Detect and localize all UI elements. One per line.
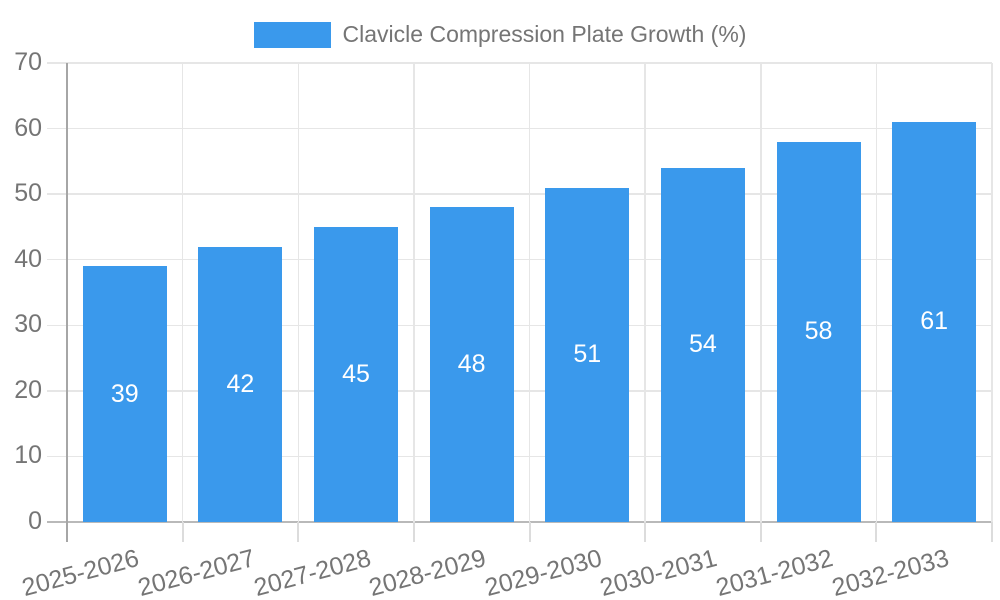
x-tick-label-text: 2025-2026 (19, 544, 143, 600)
bar-value-label: 48 (457, 350, 486, 379)
legend-label: Clavicle Compression Plate Growth (%) (342, 21, 747, 47)
h-gridline (47, 62, 992, 64)
y-tick-label: 20 (14, 375, 42, 404)
bar-value-label: 61 (920, 307, 949, 336)
bar[interactable]: 61 (892, 122, 977, 522)
y-tick-label: 70 (14, 47, 42, 76)
y-tick-label: 40 (14, 244, 42, 273)
x-tick-label-text: 2026-2027 (134, 544, 258, 600)
v-gridline (875, 63, 878, 522)
bar-value-label: 58 (804, 317, 833, 346)
v-gridline (991, 63, 993, 522)
bar-value-label: 45 (342, 359, 370, 388)
y-tick-label: 30 (14, 310, 42, 339)
bar[interactable]: 51 (545, 187, 630, 522)
y-tick-label: 60 (14, 113, 42, 142)
bar[interactable]: 48 (429, 207, 514, 522)
x-axis-tick (528, 522, 531, 542)
v-gridline (644, 63, 646, 522)
x-axis-tick (297, 522, 300, 542)
h-gridline (47, 390, 992, 392)
x-tick-label-text: 2029-2030 (481, 544, 605, 600)
x-axis-tick (181, 522, 184, 542)
y-tick-label: 0 (28, 506, 42, 535)
v-gridline (760, 63, 762, 522)
h-gridline (47, 324, 992, 327)
legend-swatch (253, 21, 331, 48)
bar[interactable]: 54 (660, 167, 745, 522)
chart-legend[interactable]: Clavicle Compression Plate Growth (%) (0, 21, 1000, 48)
x-tick-label-text: 2028-2029 (366, 544, 489, 600)
y-tick-label: 10 (14, 441, 42, 470)
x-axis-tick (875, 522, 878, 542)
x-axis-line (47, 521, 992, 523)
bar-value-label: 54 (689, 330, 717, 359)
x-axis-tick (991, 522, 993, 542)
bar-value-label: 42 (226, 369, 255, 398)
x-tick-label-text: 2032-2033 (828, 544, 952, 600)
h-gridline (47, 193, 992, 195)
h-gridline (47, 455, 992, 458)
bar[interactable]: 45 (314, 226, 399, 522)
v-gridline (413, 63, 415, 522)
v-gridline (181, 63, 184, 522)
bar[interactable]: 42 (198, 246, 283, 522)
y-tick-label: 50 (14, 179, 42, 208)
x-tick-label-text: 2027-2028 (250, 544, 374, 600)
y-axis-line (66, 63, 68, 542)
x-tick-label-text: 2031-2032 (713, 544, 836, 600)
bar-value-label: 51 (573, 340, 602, 369)
bar-value-label: 39 (110, 379, 139, 408)
bar[interactable]: 39 (82, 266, 167, 522)
x-axis-tick (759, 522, 762, 542)
v-gridline (528, 63, 531, 522)
bar[interactable]: 58 (776, 141, 861, 522)
x-axis-tick (644, 522, 647, 542)
x-axis-tick (412, 522, 415, 542)
x-tick-label-text: 2030-2031 (597, 544, 721, 600)
h-gridline (47, 258, 992, 261)
h-gridline (47, 127, 992, 130)
v-gridline (297, 63, 299, 522)
